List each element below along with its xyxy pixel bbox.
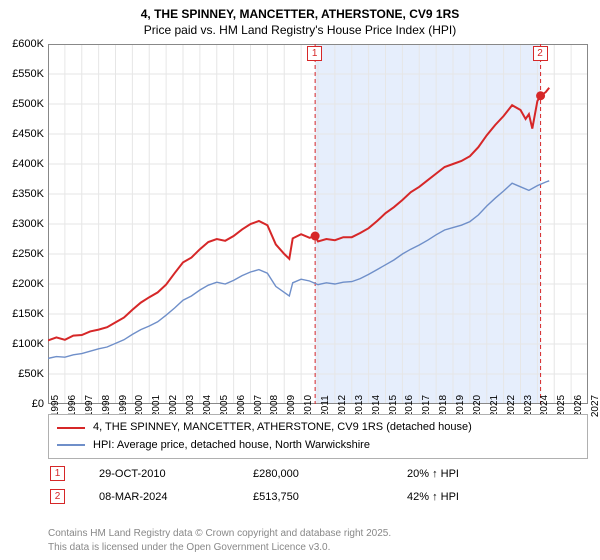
y-tick-label: £200K <box>0 278 44 290</box>
legend-row: HPI: Average price, detached house, Nort… <box>57 437 579 455</box>
y-tick-label: £400K <box>0 158 44 170</box>
y-tick-label: £500K <box>0 98 44 110</box>
legend-row: 4, THE SPINNEY, MANCETTER, ATHERSTONE, C… <box>57 419 579 437</box>
y-tick-label: £0 <box>0 398 44 410</box>
legend: 4, THE SPINNEY, MANCETTER, ATHERSTONE, C… <box>48 414 588 459</box>
marker-pct: 42% ↑ HPI <box>407 491 459 503</box>
y-tick-label: £100K <box>0 338 44 350</box>
marker-row: 2 08-MAR-2024 £513,750 42% ↑ HPI <box>48 485 588 508</box>
marker-price: £513,750 <box>253 491 373 503</box>
marker-date: 08-MAR-2024 <box>99 491 219 503</box>
marker-number-box: 2 <box>50 489 65 504</box>
plot-area <box>48 44 588 404</box>
footer-line-1: Contains HM Land Registry data © Crown c… <box>48 528 391 539</box>
y-tick-label: £150K <box>0 308 44 320</box>
legend-swatch-2 <box>57 444 85 446</box>
legend-swatch-1 <box>57 427 85 429</box>
legend-label-2: HPI: Average price, detached house, Nort… <box>93 437 370 455</box>
footer-line-2: This data is licensed under the Open Gov… <box>48 542 330 553</box>
sale-markers-table: 1 29-OCT-2010 £280,000 20% ↑ HPI 2 08-MA… <box>48 462 588 508</box>
y-tick-label: £550K <box>0 68 44 80</box>
marker-row: 1 29-OCT-2010 £280,000 20% ↑ HPI <box>48 462 588 485</box>
y-tick-label: £450K <box>0 128 44 140</box>
x-tick-label: 2027 <box>588 395 600 417</box>
y-tick-label: £350K <box>0 188 44 200</box>
callout-box: 1 <box>307 46 322 61</box>
y-tick-label: £600K <box>0 38 44 50</box>
chart-container: 4, THE SPINNEY, MANCETTER, ATHERSTONE, C… <box>0 0 600 560</box>
y-tick-label: £250K <box>0 248 44 260</box>
marker-pct: 20% ↑ HPI <box>407 468 459 480</box>
title-line-1: 4, THE SPINNEY, MANCETTER, ATHERSTONE, C… <box>141 7 460 21</box>
title-line-2: Price paid vs. HM Land Registry's House … <box>144 23 456 37</box>
y-tick-label: £50K <box>0 368 44 380</box>
marker-price: £280,000 <box>253 468 373 480</box>
y-tick-label: £300K <box>0 218 44 230</box>
marker-date: 29-OCT-2010 <box>99 468 219 480</box>
marker-number-box: 1 <box>50 466 65 481</box>
footer: Contains HM Land Registry data © Crown c… <box>48 527 588 554</box>
callout-box: 2 <box>533 46 548 61</box>
chart-title: 4, THE SPINNEY, MANCETTER, ATHERSTONE, C… <box>0 0 600 38</box>
plot-svg <box>48 44 588 404</box>
legend-label-1: 4, THE SPINNEY, MANCETTER, ATHERSTONE, C… <box>93 419 472 437</box>
